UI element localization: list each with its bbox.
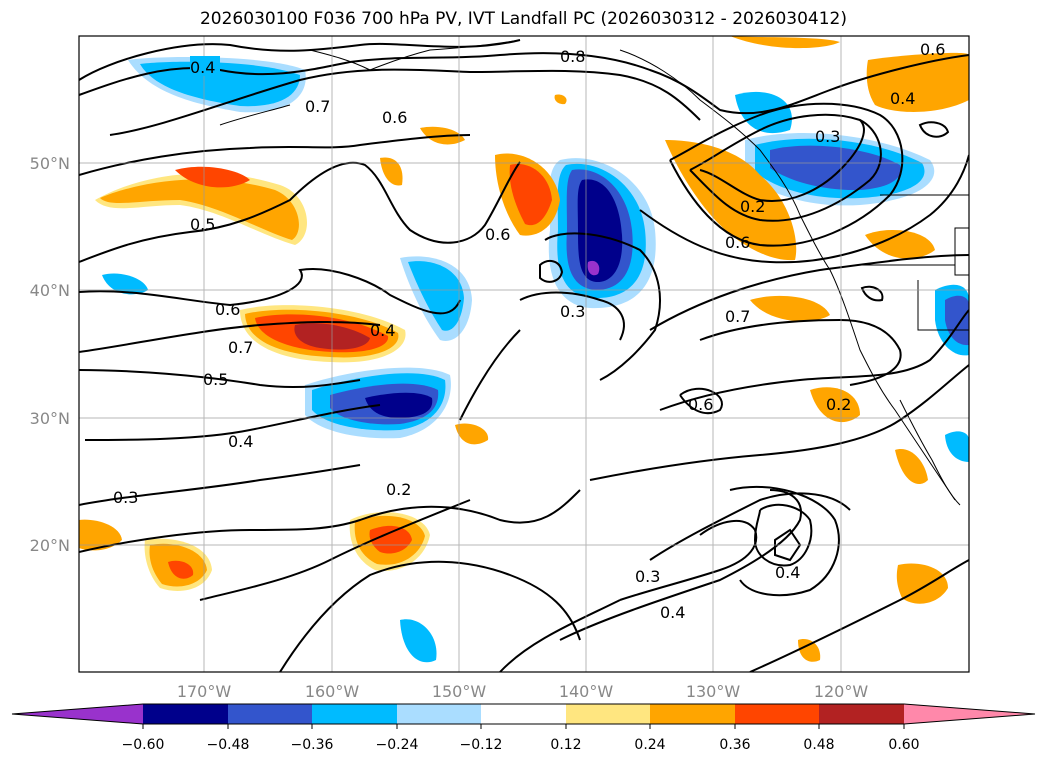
colorbar-tick-label: 0.60 xyxy=(888,737,919,753)
colorbar-segment xyxy=(481,704,566,724)
contour-label: 0.5 xyxy=(190,215,215,234)
colorbar-segment xyxy=(735,704,819,724)
colorbar-min-extend xyxy=(12,704,143,724)
contour-label: 0.8 xyxy=(560,47,585,66)
colorbar-tick-label: −0.24 xyxy=(376,737,419,753)
negative-anomalies xyxy=(102,57,969,663)
contour-label: 0.2 xyxy=(386,480,411,499)
colorbar-tick-label: −0.12 xyxy=(460,737,503,753)
coastline xyxy=(219,39,969,506)
contour-label: 0.4 xyxy=(890,89,915,108)
gridlines xyxy=(79,36,969,672)
latitude-labels: 50°N 40°N 30°N 20°N xyxy=(30,154,70,555)
colorbar-tick-label: 0.12 xyxy=(550,737,581,753)
colorbar-segment xyxy=(312,704,397,724)
colorbar-tick-label: −0.48 xyxy=(207,737,250,753)
lon-label: 140°W xyxy=(559,682,614,701)
colorbar-tick-label: 0.36 xyxy=(719,737,750,753)
contour-label: 0.2 xyxy=(826,395,851,414)
contour-label: 0.4 xyxy=(228,432,253,451)
colorbar-tick-label: 0.24 xyxy=(634,737,665,753)
lat-label: 20°N xyxy=(30,536,70,555)
contour-label: 0.7 xyxy=(305,97,330,116)
colorbar-segment xyxy=(397,704,481,724)
shaded-field: 0.4 0.7 0.8 0.6 0.6 0.3 0.2 0.6 0.4 0.5 … xyxy=(79,36,969,672)
contour-label: 0.6 xyxy=(215,300,240,319)
contour-label: 0.4 xyxy=(775,563,800,582)
lat-label: 30°N xyxy=(30,409,70,428)
map-title: 2026030100 F036 700 hPa PV, IVT Landfall… xyxy=(199,9,847,29)
colorbar-segment xyxy=(650,704,735,724)
contour-label: 0.6 xyxy=(382,108,407,127)
contour-label: 0.6 xyxy=(485,225,510,244)
contour-labels: 0.4 0.7 0.8 0.6 0.6 0.3 0.2 0.6 0.4 0.5 … xyxy=(113,40,945,622)
contour-label: 0.4 xyxy=(190,58,215,77)
contour-label: 0.5 xyxy=(203,370,228,389)
contour-label: 0.6 xyxy=(920,40,945,59)
contour-label: 0.2 xyxy=(740,197,765,216)
contour-label: 0.3 xyxy=(815,127,840,146)
longitude-labels: 170°W 160°W 150°W 140°W 130°W 120°W xyxy=(177,682,869,701)
positive-anomalies xyxy=(79,36,969,662)
contour-label: 0.6 xyxy=(725,233,750,252)
colorbar-segment xyxy=(143,704,228,724)
lon-label: 130°W xyxy=(686,682,741,701)
contour-label: 0.4 xyxy=(660,603,685,622)
lon-label: 170°W xyxy=(177,682,232,701)
lat-label: 50°N xyxy=(30,154,70,173)
map-frame xyxy=(78,35,970,673)
lon-label: 160°W xyxy=(305,682,360,701)
colorbar: −0.60 −0.48 −0.36 −0.24 −0.12 0.12 0.24 … xyxy=(11,703,1036,753)
colorbar-max-extend xyxy=(904,704,1035,724)
colorbar-tick-label: 0.48 xyxy=(803,737,834,753)
contour-label: 0.7 xyxy=(228,338,253,357)
contour-label: 0.3 xyxy=(635,567,660,586)
pv-contours xyxy=(79,39,969,672)
contour-label: 0.7 xyxy=(725,307,750,326)
colorbar-segment xyxy=(228,704,312,724)
contour-label: 0.3 xyxy=(560,302,585,321)
lon-label: 150°W xyxy=(432,682,487,701)
lon-label: 120°W xyxy=(814,682,869,701)
colorbar-segment xyxy=(566,704,650,724)
contour-label: 0.6 xyxy=(688,395,713,414)
lat-label: 40°N xyxy=(30,281,70,300)
colorbar-tick-label: −0.36 xyxy=(291,737,334,753)
contour-label: 0.3 xyxy=(113,488,138,507)
colorbar-segment xyxy=(819,704,904,724)
contour-label: 0.4 xyxy=(370,321,395,340)
colorbar-tick-label: −0.60 xyxy=(122,737,165,753)
